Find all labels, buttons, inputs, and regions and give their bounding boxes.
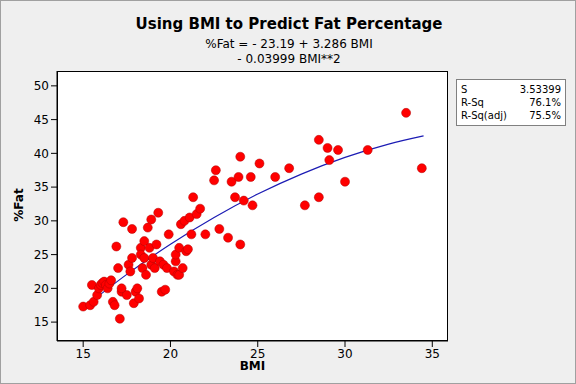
- svg-text:40: 40: [34, 147, 49, 161]
- html-text:75.5%: 75.5%: [529, 110, 561, 121]
- svg-text:30: 30: [337, 347, 352, 361]
- svg-text:20: 20: [163, 347, 178, 361]
- svg-text:45: 45: [34, 113, 49, 127]
- html-text:- 0.03999 BMI**2: - 0.03999 BMI**2: [237, 52, 341, 66]
- html-text:%Fat: %Fat: [12, 188, 26, 222]
- svg-text:15: 15: [34, 315, 49, 329]
- html-text:BMI: BMI: [239, 359, 266, 373]
- svg-text:35: 35: [425, 347, 440, 361]
- html-text:%Fat = - 23.19 + 3.286 BMI: %Fat = - 23.19 + 3.286 BMI: [205, 37, 373, 51]
- html-text:Using BMI to Predict Fat Perce: Using BMI to Predict Fat Percentage: [135, 15, 443, 33]
- html-text:76.1%: 76.1%: [529, 97, 561, 108]
- svg-text:15: 15: [76, 347, 91, 361]
- svg-text:35: 35: [34, 180, 49, 194]
- svg-text:25: 25: [34, 248, 49, 262]
- html-text:R-Sq(adj): R-Sq(adj): [461, 110, 507, 121]
- svg-text:50: 50: [34, 79, 49, 93]
- html-text:S: S: [461, 84, 468, 95]
- svg-text:20: 20: [34, 282, 49, 296]
- html-text:R-Sq: R-Sq: [461, 97, 484, 108]
- html-text:3.53399: 3.53399: [519, 84, 561, 95]
- svg-text:25: 25: [250, 347, 265, 361]
- svg-text:30: 30: [34, 214, 49, 228]
